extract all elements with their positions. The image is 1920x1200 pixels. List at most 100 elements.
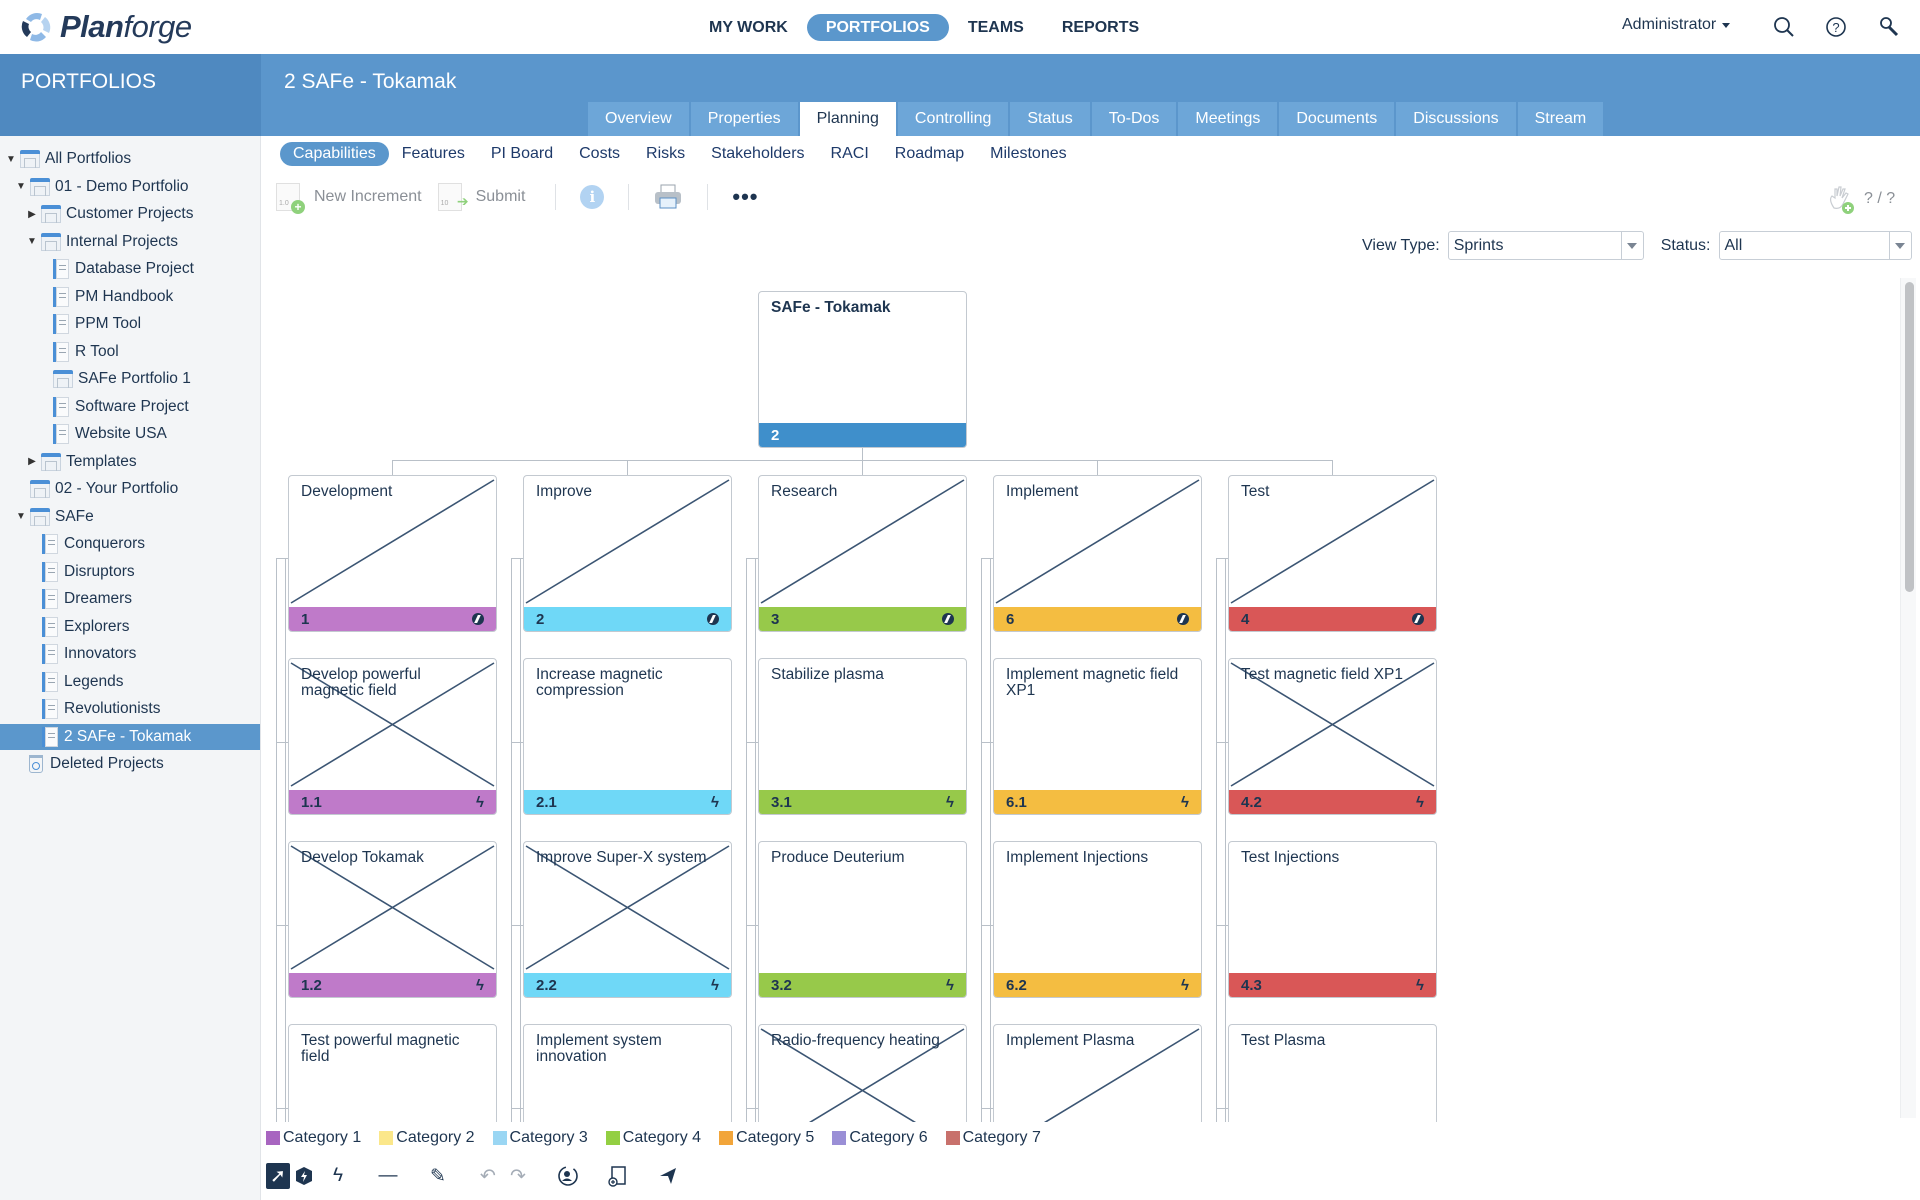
tab-status[interactable]: Status <box>1010 102 1090 136</box>
feature-bolt-icon[interactable]: ϟ <box>332 1165 344 1186</box>
nav-reports[interactable]: REPORTS <box>1061 19 1140 36</box>
sidebar-item[interactable]: Dreamers <box>0 586 260 612</box>
sidebar-item[interactable]: R Tool <box>0 339 260 365</box>
sidebar-item[interactable]: ▼ 01 - Demo Portfolio <box>0 174 260 200</box>
tab-todos[interactable]: To-Dos <box>1091 102 1177 136</box>
more-options-icon[interactable]: ••• <box>732 184 759 209</box>
tab-planning[interactable]: Planning <box>799 102 896 136</box>
sidebar-item[interactable]: Innovators <box>0 641 260 667</box>
subtab-milestones[interactable]: Milestones <box>990 145 1067 162</box>
print-icon[interactable] <box>653 183 683 211</box>
info-icon[interactable]: i <box>580 185 605 209</box>
nav-portfolios[interactable]: PORTFOLIOS <box>806 14 949 41</box>
capability-card[interactable]: Improve Super-X system 2.2 ϟ <box>523 841 732 998</box>
collapse-icon[interactable]: ▼ <box>6 153 16 165</box>
capability-card[interactable]: Radio-frequency heating <box>758 1024 967 1122</box>
tab-discussions[interactable]: Discussions <box>1396 102 1516 136</box>
line-tool-icon[interactable]: — <box>378 1165 398 1186</box>
tab-documents[interactable]: Documents <box>1279 102 1395 136</box>
root-card[interactable]: SAFe - Tokamak 2 <box>758 291 967 448</box>
sidebar-item[interactable]: Legends <box>0 669 260 695</box>
capability-card[interactable]: Test Injections 4.3 ϟ <box>1228 841 1437 998</box>
collapse-icon[interactable]: ▼ <box>16 511 26 522</box>
sidebar-item[interactable]: PPM Tool <box>0 311 260 337</box>
sidebar-item[interactable]: Website USA <box>0 421 260 447</box>
sidebar-item[interactable]: Database Project <box>0 256 260 282</box>
subtab-pi-board[interactable]: PI Board <box>490 145 554 162</box>
capability-card[interactable]: Implement system innovation <box>523 1024 732 1122</box>
nav-teams[interactable]: TEAMS <box>967 19 1024 36</box>
expand-icon[interactable]: ▶ <box>28 456 36 467</box>
sidebar-item[interactable]: PM Handbook <box>0 284 260 310</box>
nav-my-work[interactable]: MY WORK <box>709 19 788 36</box>
assign-icon[interactable] <box>556 1163 580 1189</box>
tab-meetings[interactable]: Meetings <box>1178 102 1278 136</box>
sidebar-item[interactable]: ▶ Customer Projects <box>0 201 260 227</box>
sidebar-item[interactable]: Software Project <box>0 394 260 420</box>
sidebar-item[interactable]: ▼ SAFe <box>0 504 260 530</box>
sidebar-item[interactable]: 02 - Your Portfolio <box>0 476 260 502</box>
sidebar-item[interactable]: Revolutionists <box>0 696 260 722</box>
search-icon[interactable] <box>1772 15 1796 39</box>
wrench-icon[interactable] <box>1877 15 1901 39</box>
undo-icon[interactable]: ↶ <box>480 1165 496 1187</box>
add-page-icon[interactable] <box>606 1163 630 1189</box>
sidebar-item[interactable]: Deleted Projects <box>0 751 260 777</box>
tab-overview[interactable]: Overview <box>588 102 689 136</box>
capability-card[interactable]: Implement Plasma <box>993 1024 1202 1122</box>
sidebar-item[interactable]: ▼ All Portfolios <box>0 146 260 172</box>
vertical-scrollbar[interactable] <box>1900 278 1916 1118</box>
subtab-raci[interactable]: RACI <box>830 145 869 162</box>
pencil-icon[interactable]: ✎ <box>430 1165 446 1187</box>
collapse-icon[interactable]: ▼ <box>27 236 37 247</box>
hand-add-icon[interactable] <box>1826 184 1856 214</box>
capability-card[interactable]: Test Plasma <box>1228 1024 1437 1122</box>
sidebar-item[interactable]: 2 SAFe - Tokamak <box>0 723 260 750</box>
subtab-risks[interactable]: Risks <box>646 145 686 162</box>
subtab-stakeholders[interactable]: Stakeholders <box>711 145 805 162</box>
sidebar-item[interactable]: Explorers <box>0 614 260 640</box>
capability-card[interactable]: Improve 2 <box>523 475 732 632</box>
scrollbar-thumb[interactable] <box>1905 282 1914 592</box>
tab-stream[interactable]: Stream <box>1517 102 1604 136</box>
card-title: Test Injections <box>1241 849 1340 866</box>
sidebar-item[interactable]: ▼ Internal Projects <box>0 229 260 255</box>
status-select[interactable]: All <box>1718 231 1912 260</box>
send-icon[interactable] <box>656 1163 680 1189</box>
capability-card[interactable]: Produce Deuterium 3.2 ϟ <box>758 841 967 998</box>
view-type-select[interactable]: Sprints <box>1447 231 1644 260</box>
capability-card[interactable]: Develop Tokamak 1.2 ϟ <box>288 841 497 998</box>
sidebar-item[interactable]: ▶ Templates <box>0 449 260 475</box>
capability-tool-icon[interactable] <box>292 1163 316 1189</box>
capability-card[interactable]: Implement 6 <box>993 475 1202 632</box>
logo[interactable]: Planforge <box>20 9 192 45</box>
select-tool-icon[interactable]: ➚ <box>266 1163 290 1189</box>
capability-card[interactable]: Implement Injections 6.2 ϟ <box>993 841 1202 998</box>
subtab-features[interactable]: Features <box>401 145 465 162</box>
capability-card[interactable]: Development 1 <box>288 475 497 632</box>
new-increment-button[interactable]: 1.0 + New Increment <box>276 183 422 214</box>
capability-card[interactable]: Develop powerful magnetic field 1.1 ϟ <box>288 658 497 815</box>
capability-card[interactable]: Stabilize plasma 3.1 ϟ <box>758 658 967 815</box>
sidebar-item[interactable]: Disruptors <box>0 559 260 585</box>
sidebar-item[interactable]: Conquerors <box>0 531 260 557</box>
subtab-roadmap[interactable]: Roadmap <box>894 145 965 162</box>
sidebar-item-label: Customer Projects <box>66 205 194 222</box>
capability-card[interactable]: Increase magnetic compression 2.1 ϟ <box>523 658 732 815</box>
capability-card[interactable]: Test powerful magnetic field <box>288 1024 497 1122</box>
redo-icon[interactable]: ↷ <box>510 1165 526 1187</box>
sidebar-item[interactable]: SAFe Portfolio 1 <box>0 366 260 392</box>
help-icon[interactable]: ? <box>1824 15 1848 39</box>
submit-button[interactable]: 10 ➔ Submit <box>437 183 525 211</box>
expand-icon[interactable]: ▶ <box>28 208 36 220</box>
capability-card[interactable]: Research 3 <box>758 475 967 632</box>
tab-properties[interactable]: Properties <box>690 102 798 136</box>
capability-card[interactable]: Test 4 <box>1228 475 1437 632</box>
subtab-capabilities[interactable]: Capabilities <box>280 142 389 166</box>
capability-card[interactable]: Implement magnetic field XP1 6.1 ϟ <box>993 658 1202 815</box>
user-menu[interactable]: Administrator <box>1622 16 1731 34</box>
capability-card[interactable]: Test magnetic field XP1 4.2 ϟ <box>1228 658 1437 815</box>
tab-controlling[interactable]: Controlling <box>897 102 1009 136</box>
subtab-costs[interactable]: Costs <box>579 145 621 162</box>
collapse-icon[interactable]: ▼ <box>16 181 26 192</box>
